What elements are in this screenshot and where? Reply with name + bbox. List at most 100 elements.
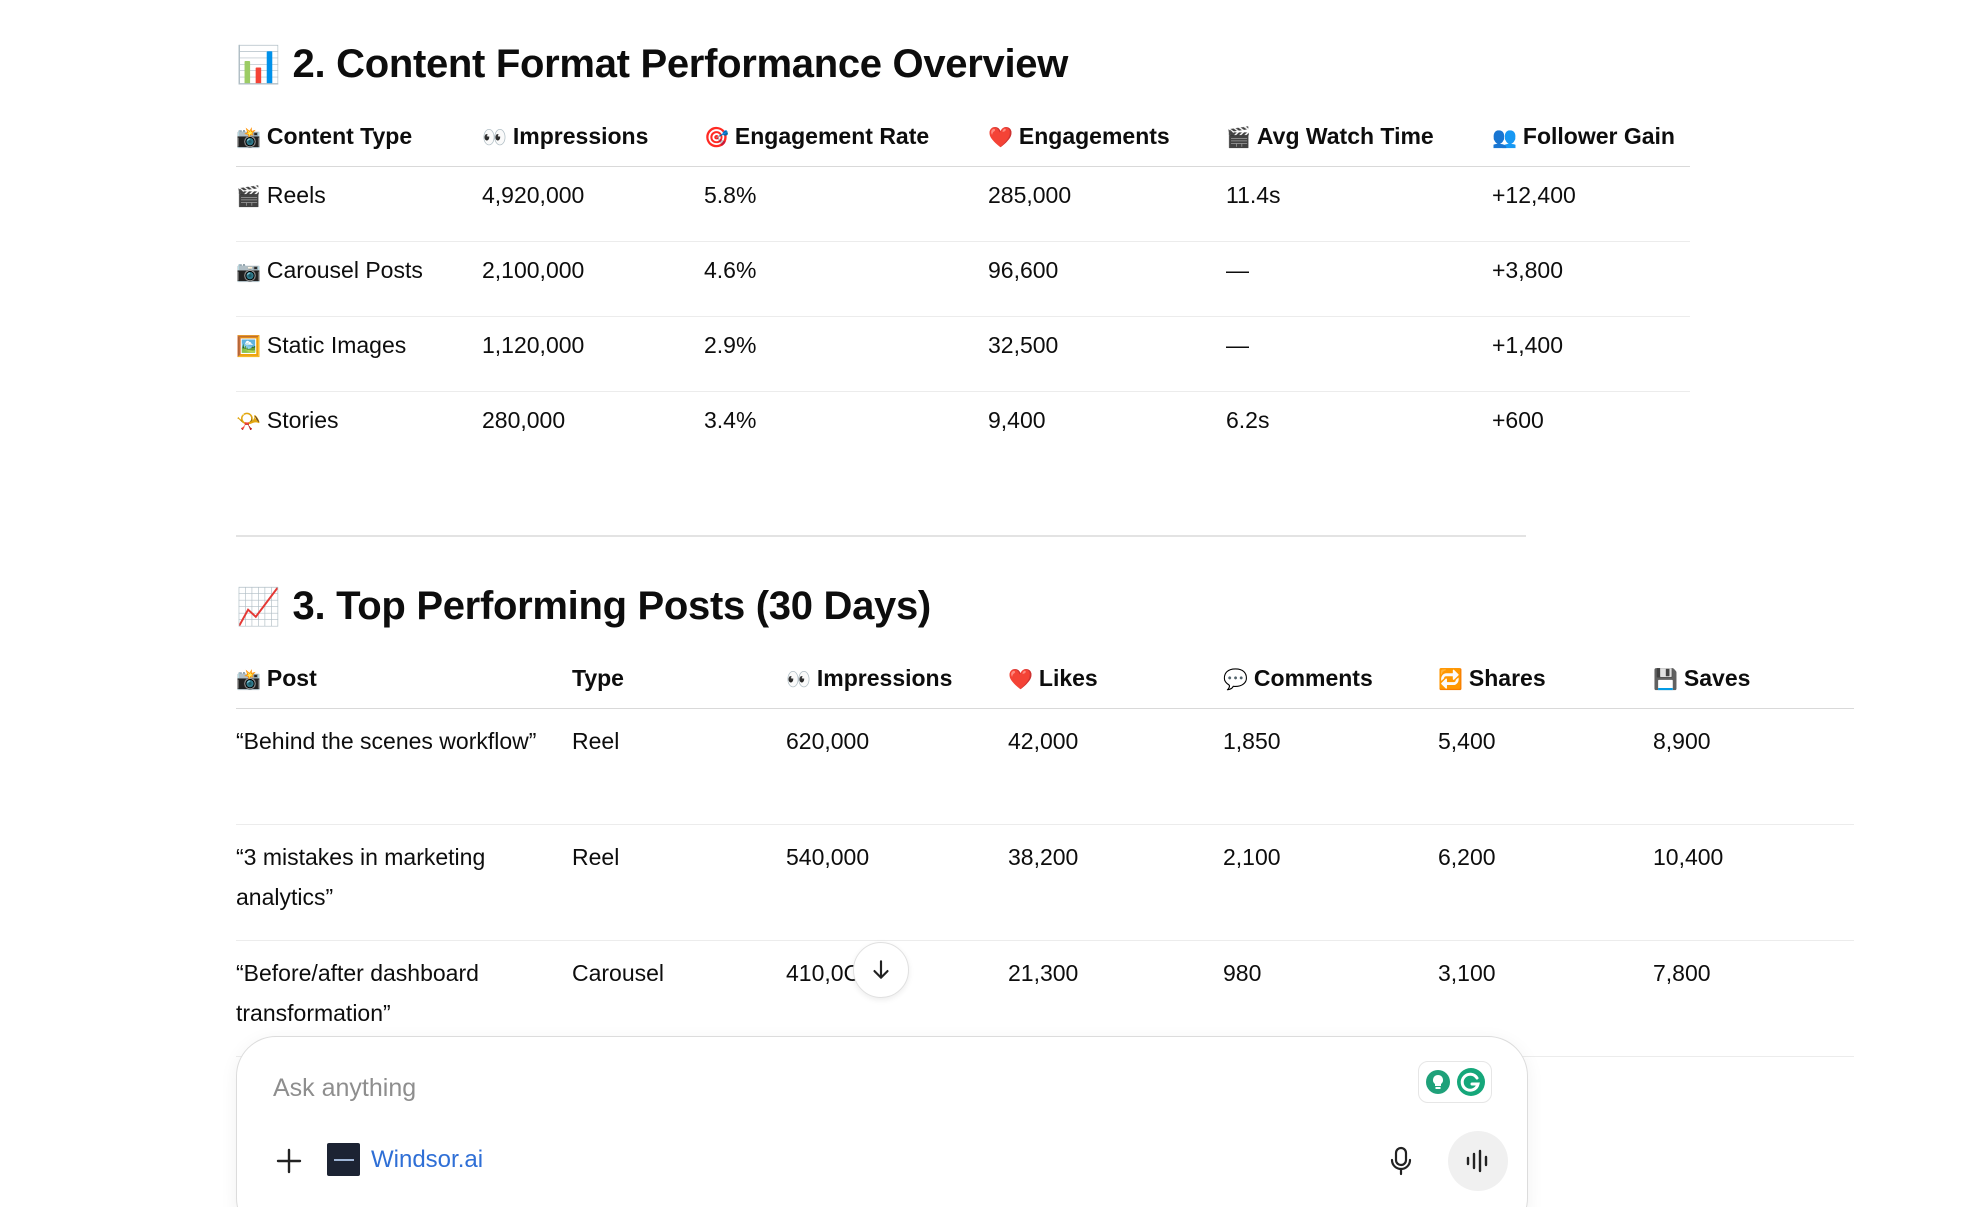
ask-anything-input[interactable] (271, 1067, 1275, 1109)
cell-engagement-rate: 4.6% (704, 241, 988, 317)
connector-label: Windsor.ai (371, 1145, 484, 1173)
cell-shares: 6,200 (1438, 824, 1653, 941)
section-2-heading: 📊 2. Content Format Performance Overview (236, 42, 1068, 87)
top-posts-table: 📸 Post Type 👀 Impressions ❤️ Likes 💬 Comment… (236, 648, 1854, 1057)
column-header-impressions: 👀 Impressions (482, 106, 704, 167)
cell-impressions: 1,120,000 (482, 316, 704, 392)
cell-avg-watch-time: — (1226, 316, 1492, 392)
clapper-board-icon: 🎬 (1226, 126, 1251, 149)
cell-comments: 2,100 (1223, 824, 1438, 941)
cell-saves: 7,800 (1653, 940, 1854, 1057)
cell-likes: 38,200 (1008, 824, 1223, 941)
cell-impressions: 280,000 (482, 407, 566, 433)
table-header-row: 📸 Post Type 👀 Impressions ❤️ Likes 💬 Comment… (236, 648, 1854, 709)
table-row: 📷 Carousel Posts 2,100,000 4.6% 96,600 — … (236, 241, 1690, 317)
table-row: 🎬 Reels 4,920,000 5.8% 285,000 11.4s +12,… (236, 166, 1690, 242)
column-header-type: Type (572, 648, 786, 709)
table-row: “3 mistakes in marketing analytics” Reel… (236, 824, 1854, 941)
message-composer: Windsor.ai (236, 1036, 1528, 1207)
scroll-to-bottom-button[interactable] (853, 942, 909, 998)
cell-content-type: 📷 Carousel Posts (236, 241, 482, 317)
cell-engagements: 96,600 (988, 241, 1226, 317)
section-divider (236, 535, 1526, 537)
cell-avg-watch-time: — (1226, 241, 1492, 317)
cell-impressions: 2,100,000 (482, 241, 704, 317)
extension-bulb-icon[interactable] (1424, 1068, 1452, 1096)
framed-picture-icon: 🖼️ (236, 336, 261, 358)
windsor-connector-chip[interactable]: Windsor.ai (327, 1143, 483, 1176)
grammarly-icon[interactable] (1456, 1067, 1486, 1097)
column-header-comments: 💬 Comments (1223, 648, 1438, 709)
repeat-icon: 🔁 (1438, 668, 1463, 691)
eyes-icon: 👀 (786, 668, 811, 691)
camera-icon: 📷 (236, 261, 261, 283)
cell-follower-gain: +1,400 (1492, 316, 1690, 392)
chart-increasing-emoji-icon: 📈 (236, 585, 281, 627)
section-3-heading: 📈 3. Top Performing Posts (30 Days) (236, 584, 931, 629)
cell-engagement-rate: 3.4% (704, 407, 757, 433)
postal-horn-icon: 📯 (236, 411, 261, 433)
cell-impressions: 540,000 (786, 824, 1008, 941)
cell-engagements: 32,500 (988, 316, 1226, 392)
eyes-icon: 👀 (482, 126, 507, 149)
people-icon: 👥 (1492, 126, 1517, 149)
cell-likes: 42,000 (1008, 708, 1223, 825)
cell-engagements: 285,000 (988, 166, 1226, 242)
cell-saves: 8,900 (1653, 708, 1854, 825)
cell-content-type: 🎬 Reels (236, 166, 482, 242)
cell-follower-gain: +3,800 (1492, 241, 1690, 317)
target-icon: 🎯 (704, 126, 729, 149)
section-2-title: 2. Content Format Performance Overview (292, 42, 1069, 86)
voice-mode-button[interactable] (1448, 1131, 1508, 1191)
plus-icon (276, 1148, 302, 1174)
heart-icon: ❤️ (988, 126, 1013, 149)
cell-shares: 5,400 (1438, 708, 1653, 825)
extension-badges[interactable] (1418, 1061, 1492, 1103)
camera-flash-icon: 📸 (236, 668, 261, 691)
column-header-content-type: 📸 Content Type (236, 106, 482, 167)
table-row: 🖼️ Static Images 1,120,000 2.9% 32,500 — … (236, 316, 1690, 392)
column-header-shares: 🔁 Shares (1438, 648, 1653, 709)
cell-content-type: 📯 Stories (236, 407, 339, 433)
cell-impressions: 4,920,000 (482, 166, 704, 242)
voice-mode-icon (1466, 1149, 1488, 1173)
section-3-title: 3. Top Performing Posts (30 Days) (292, 584, 932, 628)
column-header-engagement-rate: 🎯 Engagement Rate (704, 106, 988, 167)
cell-saves: 10,400 (1653, 824, 1854, 941)
column-header-avg-watch-time: 🎬 Avg Watch Time (1226, 106, 1492, 167)
column-header-engagements: ❤️ Engagements (988, 106, 1226, 167)
cell-engagements: 9,400 (988, 407, 1046, 433)
bar-chart-emoji-icon: 📊 (236, 43, 281, 85)
cell-follower-gain: +12,400 (1492, 166, 1690, 242)
table-header-row: 📸 Content Type 👀 Impressions 🎯 Engagement R… (236, 106, 1690, 167)
column-header-likes: ❤️ Likes (1008, 648, 1223, 709)
cell-avg-watch-time: 11.4s (1226, 166, 1492, 242)
table-row: 📯 Stories 280,000 3.4% 9,400 6.2s +600 (236, 392, 1690, 467)
table-row: “Behind the scenes workflow” Reel 620,00… (236, 708, 1854, 825)
cell-type: Reel (572, 824, 786, 941)
dictate-button[interactable] (1383, 1143, 1419, 1179)
camera-flash-icon: 📸 (236, 126, 261, 149)
column-header-saves: 💾 Saves (1653, 648, 1854, 709)
cell-engagement-rate: 5.8% (704, 166, 988, 242)
cell-post: “3 mistakes in marketing analytics” (236, 824, 572, 941)
speech-bubble-icon: 💬 (1223, 668, 1248, 691)
cell-engagement-rate: 2.9% (704, 316, 988, 392)
cell-content-type: 🖼️ Static Images (236, 316, 482, 392)
windsor-logo-icon (327, 1143, 360, 1176)
column-header-post: 📸 Post (236, 648, 572, 709)
arrow-down-icon (873, 960, 889, 979)
cell-type: Reel (572, 708, 786, 825)
cell-follower-gain: +600 (1492, 407, 1544, 433)
column-header-impressions: 👀 Impressions (786, 648, 1008, 709)
floppy-disk-icon: 💾 (1653, 668, 1678, 691)
add-attachment-button[interactable] (267, 1139, 311, 1183)
heart-icon: ❤️ (1008, 668, 1033, 691)
cell-impressions: 620,000 (786, 708, 1008, 825)
clapper-board-icon: 🎬 (236, 186, 261, 208)
cell-avg-watch-time: 6.2s (1226, 407, 1270, 433)
cell-post: “Behind the scenes workflow” (236, 708, 572, 825)
mic-icon (1390, 1146, 1412, 1176)
column-header-follower-gain: 👥 Follower Gain (1492, 106, 1690, 167)
